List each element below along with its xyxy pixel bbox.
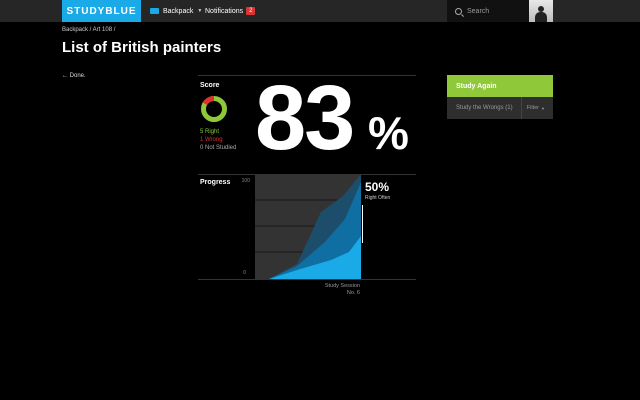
study-session-line2: No. 6: [346, 290, 360, 297]
studyblue-logo[interactable]: STUDYBLUE: [62, 0, 141, 22]
axis-max-label: 100: [241, 178, 250, 184]
chart-right-marker: [362, 205, 363, 243]
score-donut-chart: [201, 96, 227, 122]
notifications-label: Notifications: [205, 7, 244, 15]
not-studied-count: 0 Not Studied: [200, 145, 237, 151]
score-label: Score: [200, 82, 220, 89]
wrong-count: 1 Wrong: [200, 137, 223, 143]
top-nav-bar: STUDYBLUE Backpack ▼ Notifications 2 Sea…: [0, 0, 640, 22]
breadcrumb[interactable]: Backpack / Art 108 /: [62, 27, 116, 33]
backpack-label: Backpack: [163, 7, 194, 15]
right-count: 5 Right: [200, 129, 220, 135]
progress-label: Progress: [200, 179, 231, 186]
study-session-label: Study Session No. 6: [300, 283, 360, 297]
progress-bottom-divider: [198, 279, 416, 280]
donut-wrong-segment: [202, 96, 215, 106]
filter-label: Filter: [526, 105, 540, 111]
chart-area-front: [269, 236, 361, 279]
progress-area-chart: [255, 174, 361, 279]
study-again-button[interactable]: Study Again: [447, 75, 553, 97]
page-title: List of British painters: [62, 39, 222, 56]
avatar-body-shape: [535, 12, 547, 22]
notifications-count-badge: 2: [246, 7, 256, 15]
study-session-line1: Study Session: [324, 283, 360, 289]
score-top-divider: [198, 75, 416, 76]
score-percent-sign: %: [368, 107, 409, 159]
chevron-down-icon: ▼: [197, 8, 203, 14]
filter-dropdown[interactable]: Filter ▼: [520, 97, 545, 119]
study-wrongs-row[interactable]: Study the Wrongs (1) Filter ▼: [447, 97, 553, 119]
chart-area-mid: [269, 182, 361, 279]
notifications-link[interactable]: Notifications 2: [205, 0, 256, 22]
avatar-head-shape: [538, 6, 544, 12]
axis-min-label: 0: [243, 270, 246, 276]
right-often-label: Right Often: [365, 195, 391, 201]
score-percent-value: 83: [255, 67, 355, 169]
study-wrongs-link[interactable]: Study the Wrongs (1): [456, 105, 513, 111]
backpack-menu[interactable]: Backpack ▼: [150, 0, 202, 22]
search-input[interactable]: Search: [447, 0, 529, 22]
done-link[interactable]: ← Done.: [62, 73, 86, 79]
search-placeholder: Search: [467, 7, 490, 15]
search-icon: [455, 7, 462, 15]
chevron-down-icon: ▼: [541, 105, 545, 111]
avatar[interactable]: [529, 0, 553, 22]
folder-icon: [150, 8, 159, 14]
right-often-percent: 50%: [365, 180, 390, 194]
